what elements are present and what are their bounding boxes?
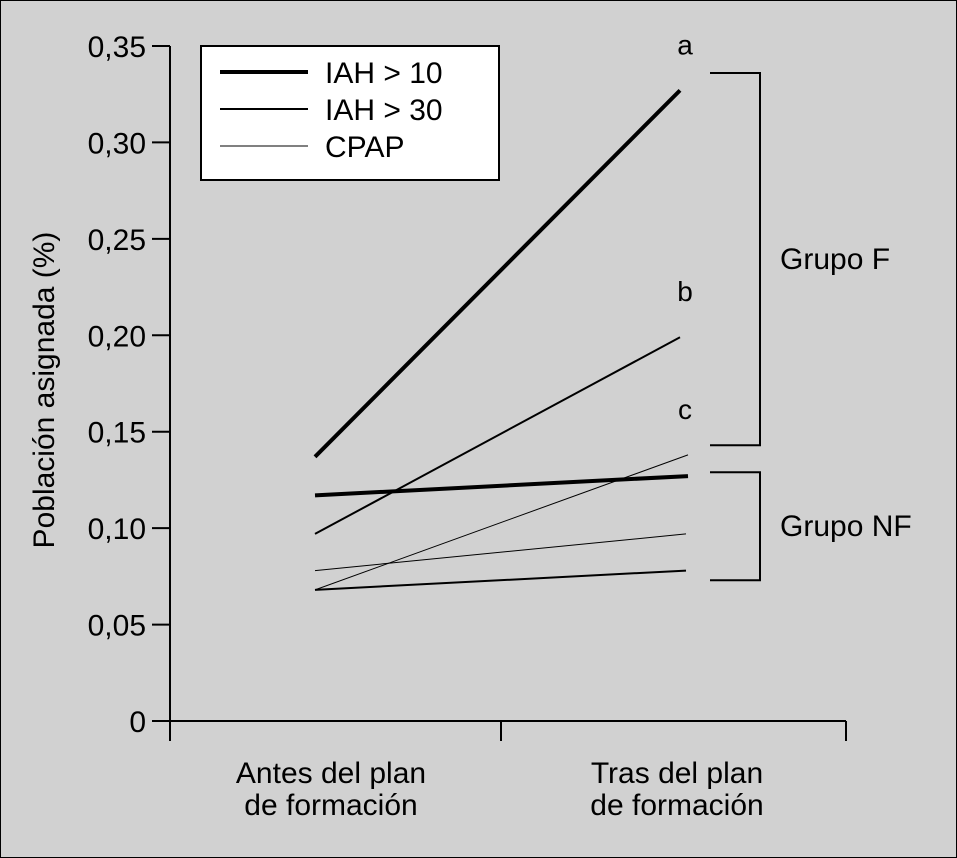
x-category-label: Antes del plan de formación — [236, 757, 426, 822]
group-label: Grupo F — [780, 243, 890, 276]
legend: IAH > 10 IAH > 30 CPAP — [200, 45, 500, 181]
y-axis-label: Población asignada (%) — [28, 232, 61, 549]
series-line — [314, 336, 681, 535]
y-tick-label: 0,20 — [88, 320, 146, 353]
series-line — [313, 88, 682, 459]
y-tick-label: 0,30 — [88, 127, 146, 160]
legend-label: CPAP — [325, 131, 404, 164]
y-tick-label: 0,10 — [88, 513, 146, 546]
group-bracket — [710, 72, 761, 447]
y-tick-label: 0,25 — [88, 224, 146, 257]
y-tick-label: 0 — [129, 706, 146, 739]
axes: 0 0,05 0,10 0,15 0,20 0,25 0,30 0,35 Población a… — [28, 31, 847, 822]
y-tick-label: 0,15 — [88, 417, 146, 450]
labels-layer: a b c — [677, 29, 693, 425]
group-label: Grupo NF — [780, 510, 912, 543]
series-label: a — [677, 29, 693, 60]
y-tick-label: 0,05 — [88, 610, 146, 643]
series-layer — [313, 88, 689, 591]
series-line — [314, 454, 689, 591]
series-label: b — [677, 276, 693, 307]
group-brackets: Grupo F Grupo NF — [710, 72, 912, 582]
series-line — [314, 533, 687, 572]
series-label: c — [678, 394, 692, 425]
y-tick-label: 0,35 — [88, 31, 146, 64]
legend-box — [200, 45, 500, 181]
x-category-label: Tras del plan de formación — [590, 757, 763, 822]
legend-label: IAH > 10 — [325, 57, 443, 90]
legend-label: IAH > 30 — [325, 94, 443, 127]
series-line — [314, 569, 687, 591]
group-bracket — [710, 471, 761, 582]
series-line — [314, 474, 689, 498]
